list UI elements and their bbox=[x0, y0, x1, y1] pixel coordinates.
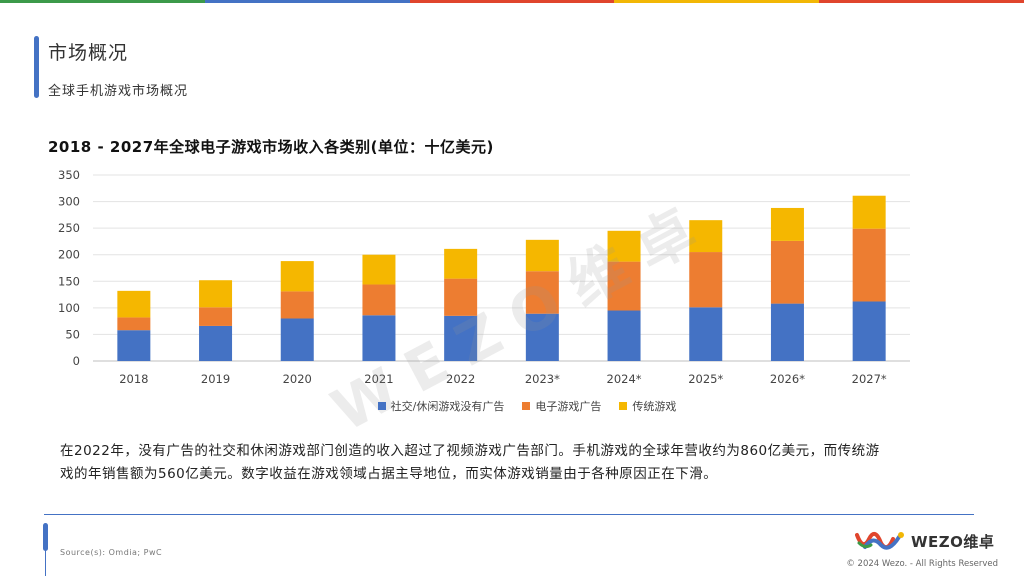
bar-segment-1 bbox=[607, 310, 641, 361]
wezo-logo-icon bbox=[855, 531, 904, 550]
y-tick-label: 100 bbox=[58, 301, 80, 315]
y-tick-label: 300 bbox=[58, 195, 80, 209]
bar-segment-3 bbox=[199, 280, 233, 308]
x-tick-label: 2025* bbox=[688, 372, 723, 386]
legend-label: 电子游戏广告 bbox=[535, 400, 602, 413]
bar-segment-2 bbox=[525, 271, 559, 314]
bar-segment-3 bbox=[525, 239, 559, 272]
bar-segment-2 bbox=[117, 317, 151, 331]
x-tick-label: 2022 bbox=[446, 372, 475, 386]
x-tick-label: 2019 bbox=[201, 372, 230, 386]
footer-accent-bar bbox=[43, 523, 48, 551]
bar-segment-1 bbox=[280, 318, 314, 361]
y-tick-label: 250 bbox=[58, 221, 80, 235]
legend-label: 社交/休闲游戏没有广告 bbox=[390, 400, 505, 413]
x-tick-label: 2018 bbox=[119, 372, 148, 386]
stacked-bar-chart: 0 50 100 150 200 250 300 350 2018 2019 2020 2021 202… bbox=[58, 168, 910, 386]
legend-item-social: 社交/休闲游戏没有广告 bbox=[377, 398, 505, 414]
bar-segment-3 bbox=[770, 207, 804, 241]
page-title: 市场概况 bbox=[48, 42, 129, 64]
bar-segment-1 bbox=[117, 330, 151, 361]
bar-segment-1 bbox=[199, 325, 233, 361]
bar-segment-3 bbox=[852, 195, 886, 229]
wezo-logo: WEZO维卓 bbox=[855, 529, 994, 553]
top-color-bar bbox=[0, 0, 1024, 3]
chart-title: 2018 - 2027年全球电子游戏市场收入各类别(单位：十亿美元) bbox=[48, 138, 494, 156]
bar-segment-2 bbox=[199, 307, 233, 326]
bar-segment-2 bbox=[689, 252, 723, 308]
y-tick-label: 50 bbox=[65, 327, 80, 341]
bar-segment-3 bbox=[607, 230, 641, 262]
legend-swatch bbox=[377, 402, 386, 410]
x-tick-label: 2027* bbox=[852, 372, 887, 386]
y-tick-label: 350 bbox=[58, 168, 80, 182]
x-tick-label: 2024* bbox=[607, 372, 642, 386]
bar-segment-1 bbox=[689, 307, 723, 361]
bar-segment-1 bbox=[852, 301, 886, 361]
legend-item-traditional: 传统游戏 bbox=[619, 398, 676, 414]
footer-vertical-line bbox=[45, 540, 46, 576]
y-tick-label: 150 bbox=[58, 274, 80, 288]
legend-swatch bbox=[522, 402, 531, 410]
bar-segment-3 bbox=[444, 248, 478, 279]
bar-segment-3 bbox=[117, 290, 151, 318]
bar-segment-2 bbox=[852, 228, 886, 302]
copyright: © 2024 Wezo. - All Rights Reserved bbox=[846, 559, 998, 569]
summary-paragraph: 在2022年，没有广告的社交和休闲游戏部门创造的收入超过了视频游戏广告部门。手机… bbox=[60, 443, 880, 482]
bar-segment-3 bbox=[280, 261, 314, 292]
bar-segment-2 bbox=[362, 284, 396, 316]
logo-text: WEZO维卓 bbox=[911, 532, 995, 551]
bar-segment-3 bbox=[689, 220, 723, 253]
bar-segment-1 bbox=[362, 315, 396, 361]
source-note: Source(s): Omdia; PwC bbox=[60, 548, 163, 557]
legend-swatch bbox=[619, 402, 628, 410]
y-tick-label: 200 bbox=[58, 248, 80, 262]
bar-segment-1 bbox=[525, 313, 559, 361]
bar-segment-3 bbox=[362, 254, 396, 285]
title-accent-bar bbox=[34, 36, 39, 98]
bar-segment-2 bbox=[607, 261, 641, 311]
y-tick-label: 0 bbox=[73, 354, 80, 368]
footer-divider bbox=[44, 514, 974, 515]
chart-legend: 社交/休闲游戏没有广告 电子游戏广告 传统游戏 bbox=[0, 398, 1024, 414]
bar-segment-2 bbox=[280, 291, 314, 319]
page-subtitle: 全球手机游戏市场概况 bbox=[48, 84, 189, 99]
bar-segment-1 bbox=[770, 303, 804, 361]
bar-segment-2 bbox=[770, 240, 804, 304]
bar-segment-2 bbox=[444, 278, 478, 316]
x-tick-label: 2021 bbox=[364, 372, 393, 386]
x-tick-label: 2023* bbox=[525, 372, 560, 386]
bar-segment-1 bbox=[444, 315, 478, 361]
legend-label: 传统游戏 bbox=[632, 400, 677, 413]
legend-item-ads: 电子游戏广告 bbox=[522, 398, 601, 414]
x-tick-label: 2020 bbox=[283, 372, 312, 386]
x-tick-label: 2026* bbox=[770, 372, 805, 386]
